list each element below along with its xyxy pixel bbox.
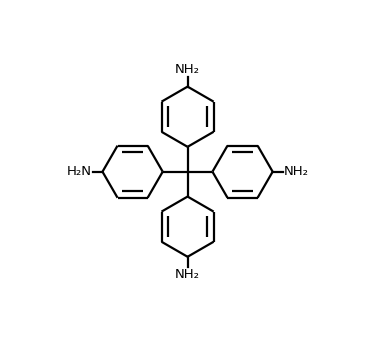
Text: NH₂: NH₂ — [284, 165, 309, 178]
Text: H₂N: H₂N — [67, 165, 92, 178]
Text: NH₂: NH₂ — [175, 268, 200, 281]
Text: NH₂: NH₂ — [175, 63, 200, 75]
